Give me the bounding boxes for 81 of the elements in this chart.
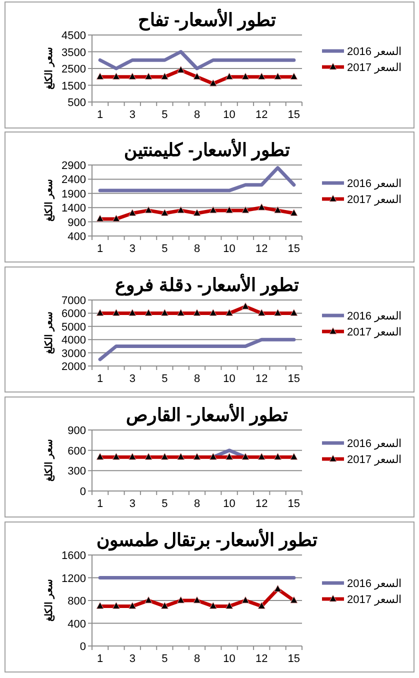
y-tick-label: 1200 bbox=[62, 572, 86, 585]
x-tick-label: 10 bbox=[223, 109, 236, 121]
y-tick-label: 3500 bbox=[62, 46, 86, 59]
x-tick-label: 3 bbox=[129, 373, 136, 385]
y-tick-label: 7000 bbox=[62, 295, 86, 307]
y-tick-label: 1500 bbox=[62, 80, 86, 92]
x-tick-label: 15 bbox=[288, 653, 300, 665]
legend-label: السعر 2017 bbox=[347, 454, 402, 466]
legend-label: السعر 2017 bbox=[347, 326, 402, 338]
y-axis-title: سعر الكلغ bbox=[44, 180, 55, 222]
x-tick-label: 3 bbox=[129, 109, 136, 121]
y-tick-label: 900 bbox=[68, 216, 86, 229]
x-tick-label: 10 bbox=[223, 498, 236, 510]
x-tick-label: 5 bbox=[162, 373, 168, 385]
x-tick-label: 8 bbox=[194, 498, 200, 510]
legend-label: السعر 2017 bbox=[347, 62, 402, 74]
y-tick-label: 2000 bbox=[62, 361, 86, 373]
x-tick-label: 12 bbox=[255, 109, 268, 121]
y-tick-label: 4500 bbox=[62, 30, 86, 42]
y-axis-title: سعر الكلغ bbox=[44, 580, 55, 622]
x-tick-label: 15 bbox=[288, 373, 300, 385]
x-tick-label: 1 bbox=[97, 498, 104, 510]
x-tick-label: 3 bbox=[129, 498, 136, 510]
x-tick-label: 8 bbox=[194, 243, 200, 255]
x-tick-label: 15 bbox=[288, 498, 300, 510]
x-tick-label: 5 bbox=[162, 109, 168, 121]
y-tick-label: 3000 bbox=[62, 348, 86, 360]
x-tick-label: 5 bbox=[162, 243, 168, 255]
y-tick-label: 5000 bbox=[62, 321, 86, 334]
chart-title: تطور الأسعار- كليمنتين bbox=[124, 138, 290, 161]
x-tick-label: 5 bbox=[162, 653, 168, 665]
x-tick-label: 8 bbox=[194, 109, 200, 121]
x-tick-label: 5 bbox=[162, 498, 168, 510]
y-tick-label: 500 bbox=[68, 97, 86, 109]
y-tick-label: 1400 bbox=[62, 202, 86, 215]
y-tick-label: 2400 bbox=[62, 174, 86, 186]
x-tick-label: 8 bbox=[194, 653, 200, 665]
legend-label: السعر 2016 bbox=[347, 178, 402, 190]
y-tick-label: 600 bbox=[68, 445, 86, 458]
x-tick-label: 3 bbox=[129, 653, 136, 665]
y-axis-title: سعر الكلغ bbox=[44, 312, 55, 354]
x-tick-label: 15 bbox=[288, 243, 300, 255]
chart-title: تطور الأسعار- برتقال طمسون bbox=[96, 528, 318, 551]
y-tick-label: 0 bbox=[80, 486, 86, 498]
y-tick-label: 6000 bbox=[62, 308, 86, 320]
x-tick-label: 10 bbox=[223, 243, 236, 255]
chart-title: تطور الأسعار- تفاح bbox=[138, 8, 276, 31]
chart-title: تطور الأسعار- دقلة فروع bbox=[115, 273, 299, 296]
y-tick-label: 2500 bbox=[62, 64, 86, 76]
y-tick-label: 1600 bbox=[62, 550, 86, 562]
y-axis-title: سعر الكلغ bbox=[44, 48, 55, 90]
legend-label: السعر 2017 bbox=[347, 594, 402, 606]
y-tick-label: 300 bbox=[68, 466, 86, 478]
x-tick-label: 8 bbox=[194, 373, 200, 385]
y-tick-label: 0 bbox=[80, 641, 86, 653]
x-tick-label: 12 bbox=[255, 373, 268, 385]
legend-label: السعر 2016 bbox=[347, 310, 402, 322]
y-tick-label: 900 bbox=[68, 425, 86, 437]
x-tick-label: 12 bbox=[255, 653, 268, 665]
x-tick-label: 12 bbox=[255, 243, 268, 255]
y-tick-label: 800 bbox=[68, 596, 86, 608]
x-tick-label: 10 bbox=[223, 373, 236, 385]
legend-label: السعر 2016 bbox=[347, 578, 402, 590]
legend-label: السعر 2016 bbox=[347, 46, 402, 58]
y-tick-label: 1900 bbox=[62, 188, 86, 200]
chart-title: تطور الأسعار- القارص bbox=[126, 403, 288, 426]
x-tick-label: 10 bbox=[223, 653, 236, 665]
x-tick-label: 12 bbox=[255, 498, 268, 510]
x-tick-label: 3 bbox=[129, 243, 136, 255]
x-tick-label: 1 bbox=[97, 373, 104, 385]
y-tick-label: 2900 bbox=[62, 160, 86, 172]
y-tick-label: 4000 bbox=[62, 334, 86, 347]
legend-label: السعر 2016 bbox=[347, 438, 402, 450]
y-axis-title: سعر الكلغ bbox=[44, 440, 55, 482]
legend-label: السعر 2017 bbox=[347, 194, 402, 206]
x-tick-label: 1 bbox=[97, 653, 104, 665]
x-tick-label: 1 bbox=[97, 243, 104, 255]
y-tick-label: 400 bbox=[68, 618, 86, 630]
x-tick-label: 15 bbox=[288, 109, 300, 121]
y-tick-label: 400 bbox=[68, 231, 86, 243]
x-tick-label: 1 bbox=[97, 109, 104, 121]
